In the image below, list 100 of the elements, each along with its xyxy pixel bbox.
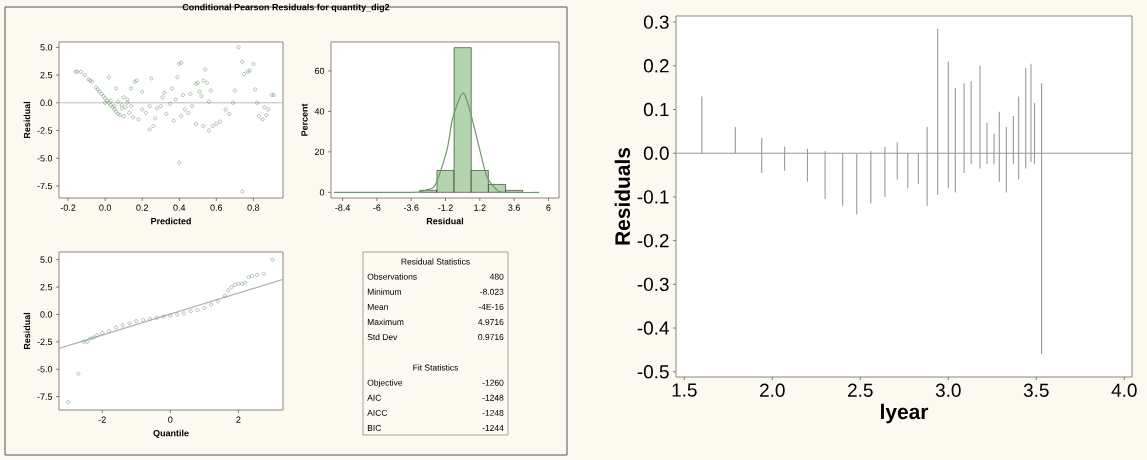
y-tick-label: -0.3 bbox=[637, 277, 669, 292]
point bbox=[270, 257, 275, 262]
x-tick-label: 1.5 bbox=[672, 383, 697, 397]
text: -4E-16 bbox=[478, 303, 504, 310]
y-tick-label: 2.5 bbox=[40, 283, 53, 291]
point bbox=[148, 316, 152, 321]
y-tick-label: -0.5 bbox=[637, 365, 669, 379]
text: Fit Statistics bbox=[413, 364, 459, 371]
x-tick-label: 2.0 bbox=[760, 383, 785, 397]
point bbox=[209, 302, 214, 307]
point bbox=[88, 336, 93, 341]
point bbox=[239, 281, 244, 286]
x-tick-label: 0.6 bbox=[210, 204, 223, 211]
text: Minimum bbox=[367, 288, 401, 295]
y-tick-label: 5.0 bbox=[40, 44, 53, 51]
text: AIC bbox=[367, 394, 381, 401]
point bbox=[195, 308, 200, 312]
y-axis-title: Residuals bbox=[614, 147, 631, 245]
y-axis-title: Residual bbox=[23, 101, 31, 139]
x-axis-title: Residual bbox=[426, 217, 464, 225]
text: 0.9716 bbox=[478, 334, 504, 341]
y-tick-label: 0.2 bbox=[643, 59, 669, 73]
x-tick-label: -8.4 bbox=[335, 204, 351, 211]
x-tick-label: 2.5 bbox=[848, 383, 873, 397]
x-tick-label: 2 bbox=[236, 416, 241, 423]
y-tick-label: 0.0 bbox=[40, 99, 53, 106]
text: AICC bbox=[367, 409, 388, 416]
x-tick-label: -0.2 bbox=[60, 204, 76, 211]
point bbox=[66, 400, 71, 404]
point bbox=[182, 311, 186, 316]
text: 480 bbox=[489, 273, 504, 280]
y-tick-label: -0.2 bbox=[637, 233, 669, 248]
point bbox=[141, 318, 145, 322]
y-tick-label: 20 bbox=[314, 148, 325, 156]
point bbox=[202, 306, 207, 310]
x-tick-label: -1.2 bbox=[438, 204, 453, 211]
x-tick-label: 3.0 bbox=[935, 383, 961, 397]
y-tick-label: -5.0 bbox=[37, 366, 53, 373]
x-tick-label: 0.4 bbox=[173, 204, 186, 211]
text: Mean bbox=[367, 303, 388, 310]
point bbox=[127, 321, 132, 326]
y-tick-label: -7.5 bbox=[37, 393, 53, 400]
text: -1248 bbox=[482, 394, 504, 401]
point bbox=[226, 288, 231, 293]
x-tick-label: 1.2 bbox=[474, 204, 486, 211]
point bbox=[229, 285, 234, 289]
point bbox=[91, 335, 96, 340]
y-tick-label: 40 bbox=[314, 108, 325, 115]
y-tick-label: 0.1 bbox=[643, 102, 669, 117]
y-tick-label: 60 bbox=[314, 67, 325, 75]
point bbox=[114, 325, 118, 330]
point bbox=[262, 272, 266, 276]
x-axis-title: Predicted bbox=[151, 217, 191, 225]
point bbox=[243, 280, 248, 285]
point bbox=[216, 299, 220, 304]
point bbox=[168, 313, 173, 318]
point bbox=[100, 331, 105, 335]
point bbox=[250, 274, 254, 278]
text: -8.023 bbox=[480, 288, 504, 295]
y-tick-label: 0 bbox=[319, 189, 325, 196]
point bbox=[175, 312, 179, 317]
text: Objective bbox=[367, 379, 403, 388]
x-tick-label: -2 bbox=[98, 416, 106, 423]
point bbox=[134, 319, 139, 323]
y-tick-label: -0.4 bbox=[637, 321, 669, 335]
x-tick-label: 6 bbox=[546, 204, 551, 211]
point bbox=[85, 339, 89, 344]
x-tick-label: 0 bbox=[168, 416, 173, 423]
point bbox=[188, 309, 193, 314]
y-tick-label: -2.5 bbox=[37, 127, 53, 134]
point bbox=[246, 275, 251, 280]
point bbox=[222, 293, 227, 298]
line-series bbox=[333, 92, 540, 194]
y-tick-label: 5.0 bbox=[40, 256, 53, 263]
text: Std Dev bbox=[367, 333, 398, 341]
y-tick-label: -5.0 bbox=[37, 155, 53, 162]
x-axis-title: Quantile bbox=[153, 429, 189, 438]
y-tick-label: 0.0 bbox=[40, 311, 53, 318]
y-tick-label: 2.5 bbox=[40, 71, 53, 79]
y-tick-label: -0.1 bbox=[637, 190, 669, 204]
text: BIC bbox=[367, 424, 381, 431]
text: 4.9716 bbox=[478, 318, 504, 325]
x-tick-label: 4.0 bbox=[1111, 383, 1137, 397]
y-tick-label: 0.3 bbox=[643, 15, 669, 29]
text: Residual Statistics bbox=[401, 258, 470, 265]
chart-title: Conditional Pearson Residuals for quantity_dig2 bbox=[182, 3, 390, 13]
y-tick-label: -7.5 bbox=[37, 182, 53, 190]
y-axis-title: Residual bbox=[23, 312, 31, 350]
x-axis-title: lyear bbox=[881, 403, 929, 424]
text: -1248 bbox=[482, 409, 504, 416]
y-tick-label: 0.0 bbox=[643, 146, 669, 160]
point bbox=[76, 371, 81, 376]
x-tick-label: -3.6 bbox=[403, 204, 419, 211]
point bbox=[154, 315, 159, 320]
point bbox=[236, 281, 241, 286]
x-tick-label: 0.8 bbox=[247, 204, 260, 211]
x-tick-label: 3.6 bbox=[508, 204, 520, 211]
x-tick-label: 0.2 bbox=[136, 204, 148, 211]
text: Observations bbox=[367, 273, 417, 280]
x-tick-label: 3.5 bbox=[1023, 383, 1049, 397]
